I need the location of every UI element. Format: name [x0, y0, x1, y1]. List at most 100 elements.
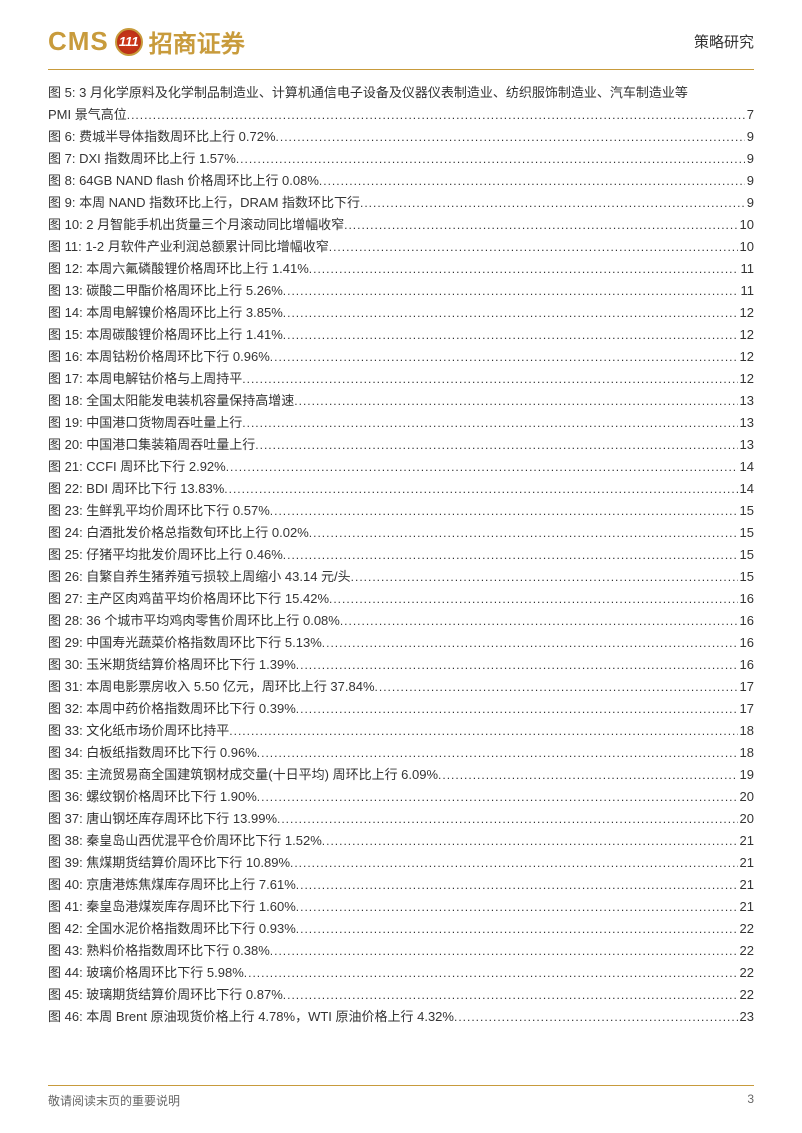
toc-dots	[290, 852, 738, 874]
toc-entry-continuation: PMI 景气高位 7	[48, 104, 754, 126]
toc-entry: 图 40: 京唐港炼焦煤库存周环比上行 7.61% 21	[48, 874, 754, 896]
toc-dots	[296, 896, 738, 918]
toc-label: 图 29: 中国寿光蔬菜价格指数周环比下行 5.13%	[48, 632, 322, 654]
toc-dots	[319, 170, 745, 192]
toc-page-number: 23	[738, 1006, 754, 1028]
toc-dots	[236, 148, 745, 170]
toc-page-number: 21	[738, 896, 754, 918]
toc-page-number: 22	[738, 940, 754, 962]
toc-page-number: 13	[738, 412, 754, 434]
toc-page-number: 14	[738, 456, 754, 478]
toc-label: 图 31: 本周电影票房收入 5.50 亿元，周环比上行 37.84%	[48, 676, 375, 698]
toc-dots	[375, 676, 738, 698]
toc-label: 图 33: 文化纸市场价周环比持平	[48, 720, 229, 742]
toc-dots	[255, 434, 737, 456]
toc-dots	[283, 324, 738, 346]
toc-label: 图 6: 费城半导体指数周环比上行 0.72%	[48, 126, 276, 148]
toc-page-number: 12	[738, 302, 754, 324]
toc-page-number: 10	[738, 236, 754, 258]
toc-label: 图 18: 全国太阳能发电装机容量保持高增速	[48, 390, 294, 412]
toc-label: 图 34: 白板纸指数周环比下行 0.96%	[48, 742, 257, 764]
toc-entry: 图 33: 文化纸市场价周环比持平 18	[48, 720, 754, 742]
footer-row: 敬请阅读末页的重要说明 3	[48, 1092, 754, 1109]
toc-label: 图 36: 螺纹钢价格周环比下行 1.90%	[48, 786, 257, 808]
toc-page-number: 18	[738, 742, 754, 764]
toc-entry: 图 27: 主产区肉鸡苗平均价格周环比下行 15.42% 16	[48, 588, 754, 610]
toc-page-number: 7	[745, 104, 754, 126]
toc-entry: 图 25: 仔猪平均批发价周环比上行 0.46% 15	[48, 544, 754, 566]
toc-page-number: 9	[745, 126, 754, 148]
toc-entry: 图 26: 自繁自养生猪养殖亏损较上周缩小 43.14 元/头 15	[48, 566, 754, 588]
toc-dots	[283, 280, 739, 302]
toc-label: 图 26: 自繁自养生猪养殖亏损较上周缩小 43.14 元/头	[48, 566, 351, 588]
toc-page-number: 13	[738, 434, 754, 456]
toc-dots	[329, 588, 738, 610]
toc-dots	[454, 1006, 738, 1028]
toc-label: 图 44: 玻璃价格周环比下行 5.98%	[48, 962, 244, 984]
toc-dots	[244, 962, 738, 984]
toc-label: 图 23: 生鲜乳平均价周环比下行 0.57%	[48, 500, 270, 522]
toc-dots	[276, 126, 745, 148]
toc-entry: 图 17: 本周电解钴价格与上周持平 12	[48, 368, 754, 390]
toc-dots	[322, 830, 738, 852]
toc-page-number: 12	[738, 368, 754, 390]
toc-entry: 图 8: 64GB NAND flash 价格周环比上行 0.08% 9	[48, 170, 754, 192]
toc-dots	[344, 214, 737, 236]
footer-page-number: 3	[747, 1092, 754, 1109]
toc-page-number: 16	[738, 654, 754, 676]
toc-label: 图 38: 秦皇岛山西优混平仓价周环比下行 1.52%	[48, 830, 322, 852]
toc-page-number: 15	[738, 544, 754, 566]
footer-disclaimer: 敬请阅读末页的重要说明	[48, 1092, 180, 1109]
toc-label: 图 24: 白酒批发价格总指数旬环比上行 0.02%	[48, 522, 309, 544]
toc-entry: 图 11: 1-2 月软件产业利润总额累计同比增幅收窄 10	[48, 236, 754, 258]
header-category: 策略研究	[694, 31, 754, 52]
toc-page-number: 16	[738, 610, 754, 632]
toc-entry: 图 44: 玻璃价格周环比下行 5.98% 22	[48, 962, 754, 984]
toc-label: 图 5: 3 月化学原料及化学制品制造业、计算机通信电子设备及仪器仪表制造业、纺…	[48, 82, 688, 104]
toc-entry: 图 46: 本周 Brent 原油现货价格上行 4.78%，WTI 原油价格上行…	[48, 1006, 754, 1028]
toc-label: 图 9: 本周 NAND 指数环比上行，DRAM 指数环比下行	[48, 192, 360, 214]
toc-label: 图 28: 36 个城市平均鸡肉零售价周环比上行 0.08%	[48, 610, 340, 632]
toc-label: 图 21: CCFI 周环比下行 2.92%	[48, 456, 226, 478]
toc-page-number: 21	[738, 852, 754, 874]
toc-label: 图 15: 本周碳酸锂价格周环比上行 1.41%	[48, 324, 283, 346]
toc-entry: 图 19: 中国港口货物周吞吐量上行 13	[48, 412, 754, 434]
toc-label: 图 46: 本周 Brent 原油现货价格上行 4.78%，WTI 原油价格上行…	[48, 1006, 454, 1028]
toc-dots	[257, 742, 738, 764]
toc-dots	[277, 808, 738, 830]
toc-entry: 图 30: 玉米期货结算价格周环比下行 1.39% 16	[48, 654, 754, 676]
toc-page-number: 9	[745, 192, 754, 214]
toc-entry: 图 43: 熟料价格指数周环比下行 0.38% 22	[48, 940, 754, 962]
toc-page-number: 12	[738, 324, 754, 346]
toc-entry: 图 20: 中国港口集装箱周吞吐量上行 13	[48, 434, 754, 456]
toc-dots	[351, 566, 738, 588]
toc-dots	[296, 654, 738, 676]
toc-label: 图 22: BDI 周环比下行 13.83%	[48, 478, 224, 500]
toc-label: 图 25: 仔猪平均批发价周环比上行 0.46%	[48, 544, 283, 566]
toc-page-number: 10	[738, 214, 754, 236]
toc-label: 图 35: 主流贸易商全国建筑钢材成交量(十日平均) 周环比上行 6.09%	[48, 764, 438, 786]
toc-entry: 图 37: 唐山钢坯库存周环比下行 13.99% 20	[48, 808, 754, 830]
toc-dots	[438, 764, 737, 786]
logo: CMS 111 招商证券	[48, 24, 245, 59]
toc-entry: 图 21: CCFI 周环比下行 2.92% 14	[48, 456, 754, 478]
toc-dots	[257, 786, 738, 808]
toc-entry: 图 36: 螺纹钢价格周环比下行 1.90% 20	[48, 786, 754, 808]
toc-dots	[309, 522, 738, 544]
toc-page-number: 11	[739, 280, 755, 302]
toc-dots	[329, 236, 738, 258]
toc-entry: 图 32: 本周中药价格指数周环比下行 0.39% 17	[48, 698, 754, 720]
toc-page-number: 9	[745, 170, 754, 192]
toc-label: 图 10: 2 月智能手机出货量三个月滚动同比增幅收窄	[48, 214, 344, 236]
toc-label: 图 12: 本周六氟磷酸锂价格周环比上行 1.41%	[48, 258, 309, 280]
logo-circle-icon: 111	[115, 28, 143, 56]
toc-dots	[340, 610, 738, 632]
toc-entry: 图 24: 白酒批发价格总指数旬环比上行 0.02% 15	[48, 522, 754, 544]
toc-label: 图 7: DXI 指数周环比上行 1.57%	[48, 148, 236, 170]
toc-label: 图 39: 焦煤期货结算价周环比下行 10.89%	[48, 852, 290, 874]
toc-entry: 图 22: BDI 周环比下行 13.83% 14	[48, 478, 754, 500]
toc-page-number: 15	[738, 522, 754, 544]
toc-dots	[360, 192, 745, 214]
toc-entry: 图 38: 秦皇岛山西优混平仓价周环比下行 1.52% 21	[48, 830, 754, 852]
logo-chinese-text: 招商证券	[149, 24, 245, 59]
